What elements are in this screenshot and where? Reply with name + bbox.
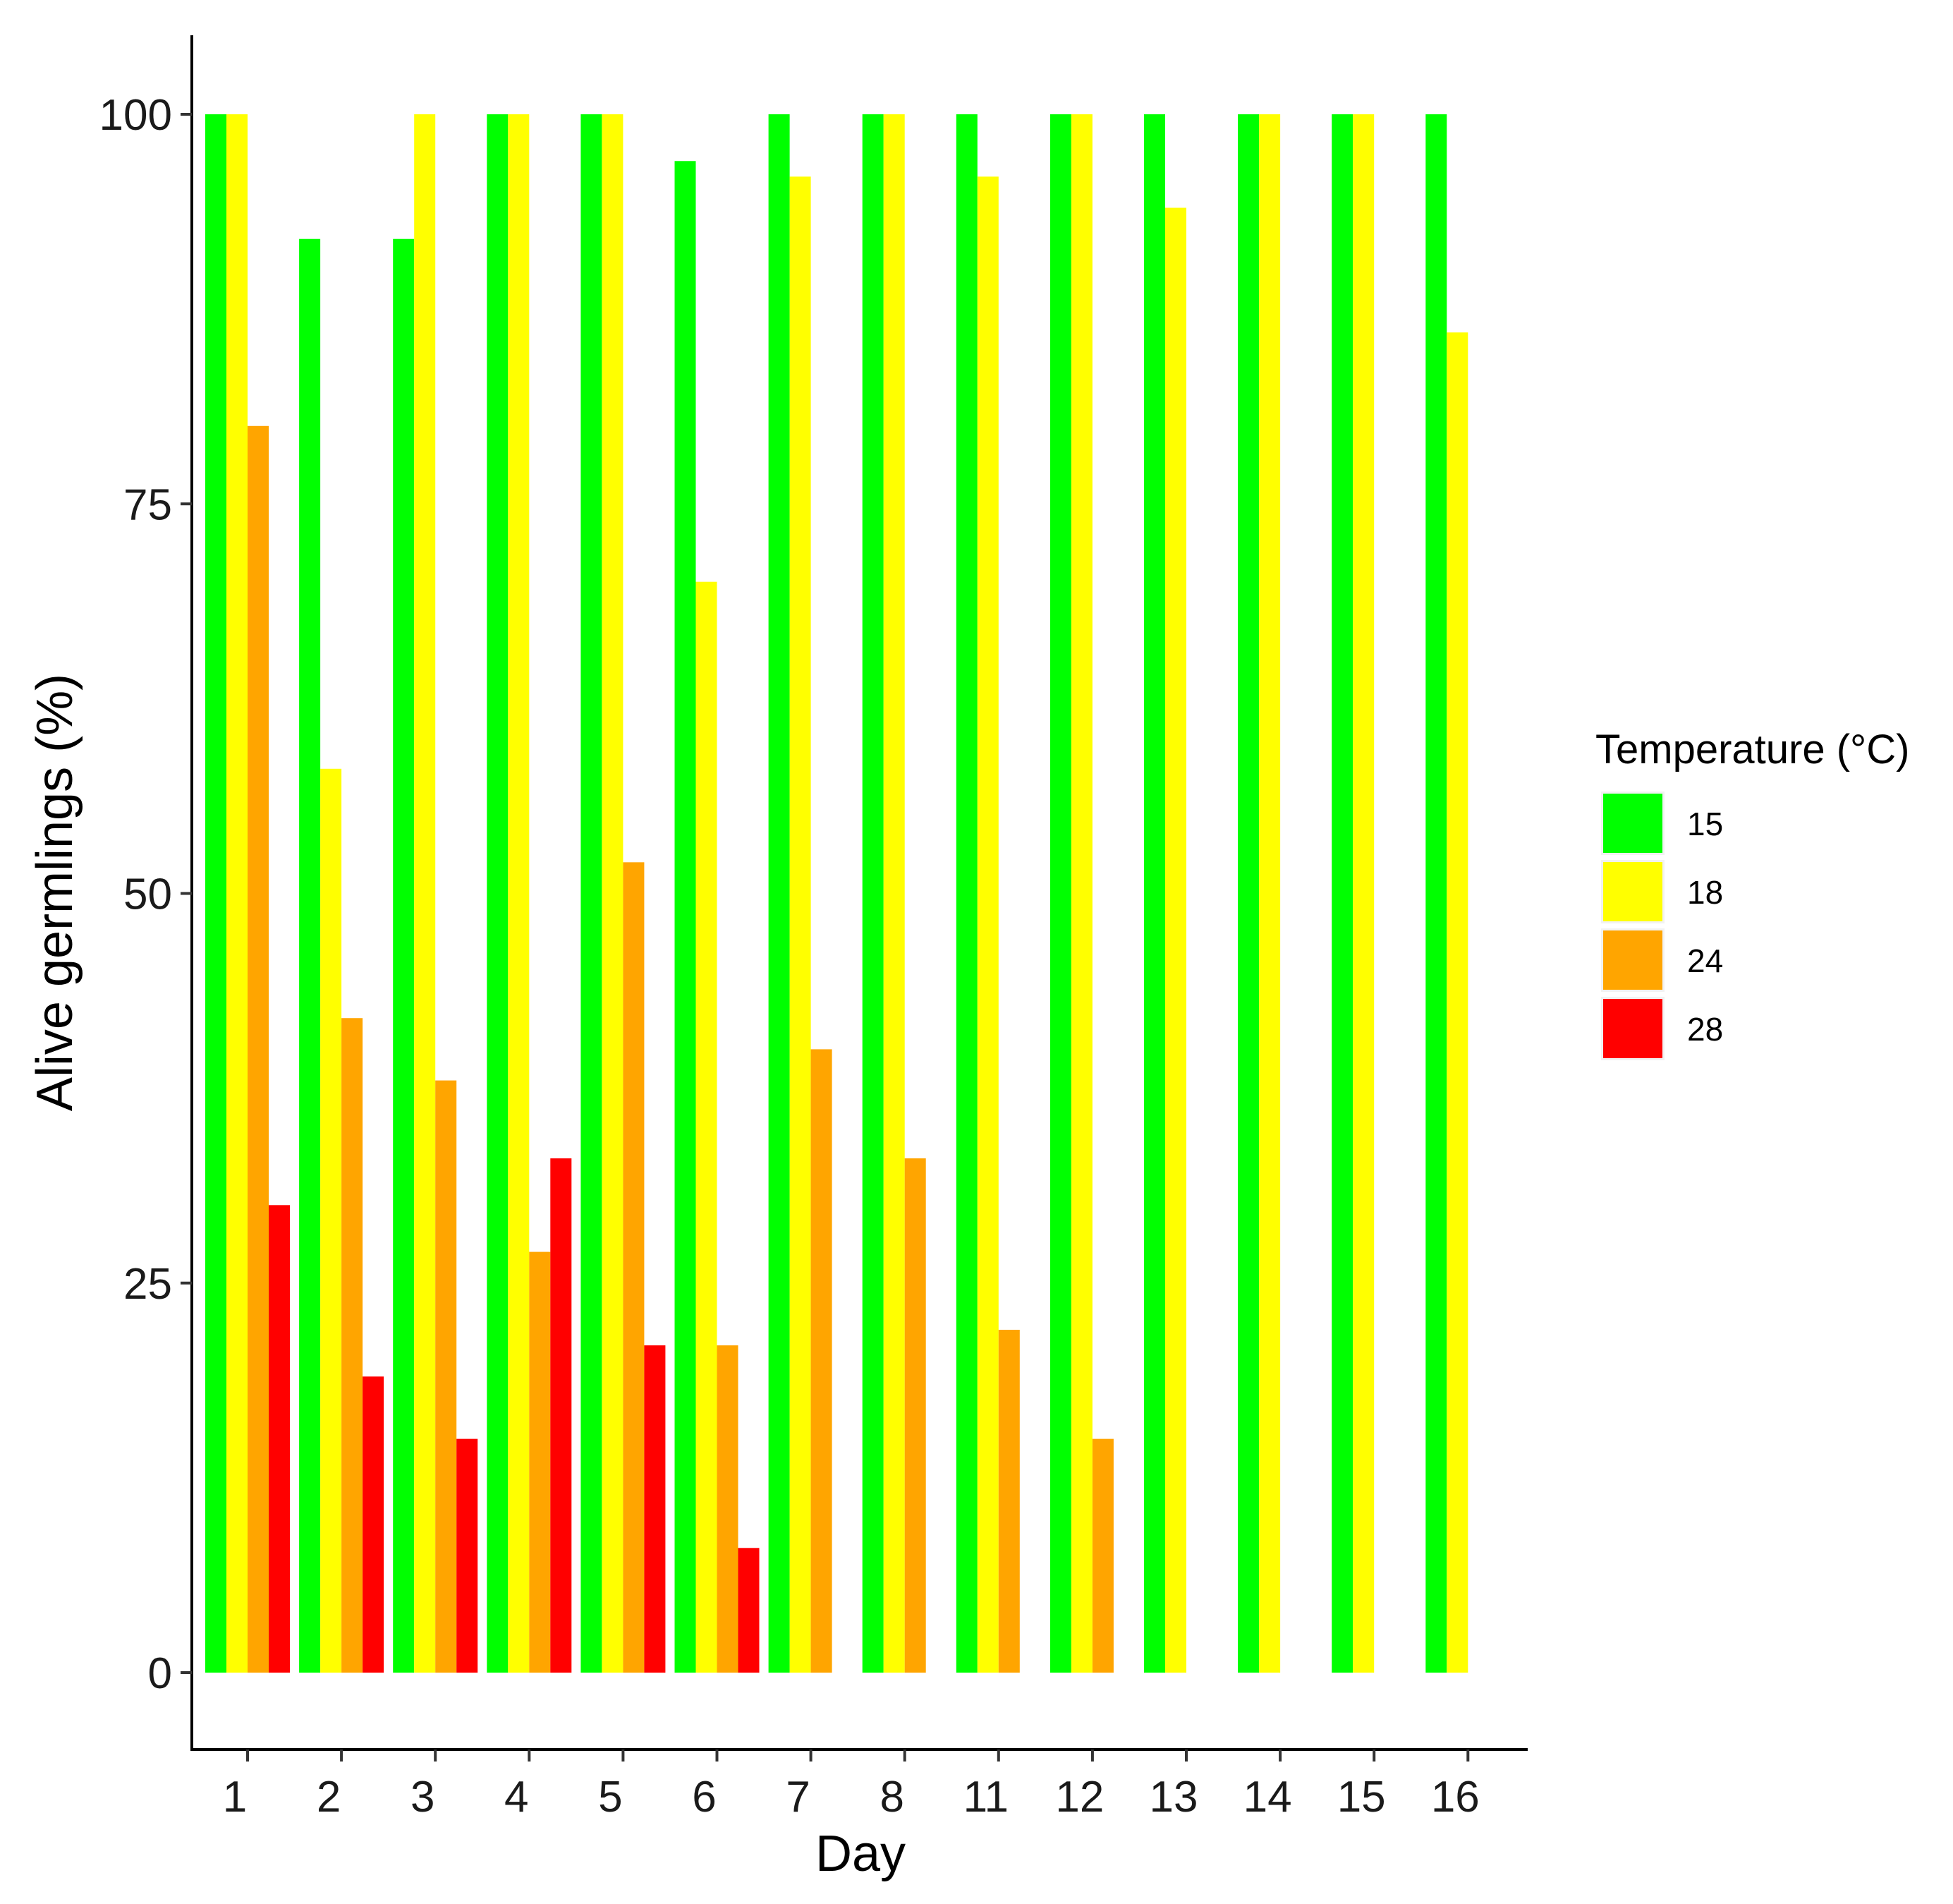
bar-day-7-temp-24 — [810, 1049, 832, 1673]
y-tick-label: 25 — [123, 1260, 172, 1309]
bar-day-16-temp-18 — [1447, 332, 1468, 1673]
bar-day-8-temp-24 — [904, 1158, 926, 1673]
legend-key-28 — [1603, 999, 1662, 1058]
bar-day-11-temp-18 — [977, 176, 999, 1673]
bar-day-6-temp-15 — [674, 161, 696, 1673]
bar-day-4-temp-28 — [550, 1158, 572, 1673]
legend-title: Temperature (°C) — [1595, 727, 1909, 772]
x-tick-label: 4 — [504, 1773, 528, 1821]
bar-day-15-temp-18 — [1353, 114, 1375, 1673]
bar-day-7-temp-18 — [789, 176, 811, 1673]
bar-day-6-temp-28 — [738, 1548, 760, 1673]
x-tick-label: 11 — [963, 1773, 1009, 1821]
x-tick-label: 15 — [1337, 1773, 1386, 1821]
y-tick-label: 75 — [123, 480, 172, 529]
bar-day-4-temp-15 — [487, 114, 509, 1673]
bar-day-5-temp-28 — [644, 1345, 666, 1673]
x-axis-title: Day — [815, 1826, 906, 1882]
bars-group — [205, 114, 1468, 1673]
bar-day-5-temp-15 — [580, 114, 602, 1673]
legend-label-28: 28 — [1687, 1011, 1723, 1048]
bar-day-1-temp-24 — [248, 425, 269, 1673]
bar-day-12-temp-18 — [1071, 114, 1093, 1673]
bar-day-2-temp-18 — [320, 768, 342, 1673]
bar-day-4-temp-18 — [508, 114, 530, 1673]
y-axis-title: Alive germlings (%) — [27, 674, 83, 1111]
bar-day-14-temp-15 — [1238, 114, 1260, 1673]
bar-day-1-temp-15 — [205, 114, 226, 1673]
bar-day-13-temp-18 — [1165, 207, 1186, 1673]
x-tick-label: 14 — [1243, 1773, 1292, 1821]
bar-day-8-temp-18 — [883, 114, 905, 1673]
legend: Temperature (°C) 15 18 24 28 — [1595, 727, 1909, 1060]
bar-day-12-temp-24 — [1092, 1438, 1114, 1673]
x-tick-label: 8 — [880, 1773, 904, 1821]
y-tick-label: 50 — [123, 871, 172, 919]
y-tick-label: 100 — [99, 91, 172, 140]
bar-day-5-temp-18 — [602, 114, 623, 1673]
x-tick-label: 12 — [1055, 1773, 1104, 1821]
bar-day-8-temp-15 — [862, 114, 884, 1673]
legend-key-24 — [1603, 930, 1662, 990]
bar-day-14-temp-18 — [1259, 114, 1281, 1673]
legend-key-18 — [1603, 862, 1662, 921]
bar-day-16-temp-15 — [1425, 114, 1447, 1673]
bar-day-6-temp-24 — [717, 1345, 738, 1673]
bar-day-3-temp-18 — [414, 114, 436, 1673]
bar-day-3-temp-15 — [393, 238, 415, 1673]
bar-day-6-temp-18 — [695, 581, 717, 1673]
y-tick-label: 0 — [148, 1649, 172, 1698]
legend-label-18: 18 — [1687, 874, 1723, 911]
bar-day-7-temp-15 — [768, 114, 790, 1673]
bar-day-2-temp-24 — [341, 1018, 363, 1673]
x-tick-label: 1 — [223, 1773, 247, 1821]
x-tick-label: 6 — [692, 1773, 716, 1821]
x-axis-ticks: 1 2 3 4 5 6 7 8 11 12 13 14 15 16 — [223, 1750, 1480, 1821]
x-tick-label: 5 — [598, 1773, 622, 1821]
legend-label-24: 24 — [1687, 942, 1723, 979]
bar-day-5-temp-24 — [623, 862, 645, 1673]
y-axis-ticks: 0 25 50 75 100 — [99, 91, 192, 1698]
bar-day-2-temp-15 — [299, 238, 321, 1673]
bar-day-11-temp-24 — [998, 1330, 1020, 1673]
bar-day-13-temp-15 — [1144, 114, 1165, 1673]
bar-day-12-temp-15 — [1049, 114, 1071, 1673]
bar-day-2-temp-28 — [363, 1376, 384, 1673]
bar-day-4-temp-24 — [529, 1251, 551, 1673]
bar-day-3-temp-24 — [435, 1080, 457, 1673]
bar-day-3-temp-28 — [456, 1438, 478, 1673]
x-tick-label: 16 — [1431, 1773, 1480, 1821]
bar-day-1-temp-28 — [269, 1205, 290, 1673]
x-tick-label: 7 — [786, 1773, 810, 1821]
legend-key-15 — [1603, 794, 1662, 853]
bar-day-15-temp-15 — [1332, 114, 1353, 1673]
bar-day-11-temp-15 — [956, 114, 978, 1673]
legend-label-15: 15 — [1687, 806, 1723, 842]
x-tick-label: 2 — [317, 1773, 341, 1821]
x-tick-label: 3 — [410, 1773, 434, 1821]
bar-day-1-temp-18 — [226, 114, 248, 1673]
x-tick-label: 13 — [1150, 1773, 1198, 1821]
